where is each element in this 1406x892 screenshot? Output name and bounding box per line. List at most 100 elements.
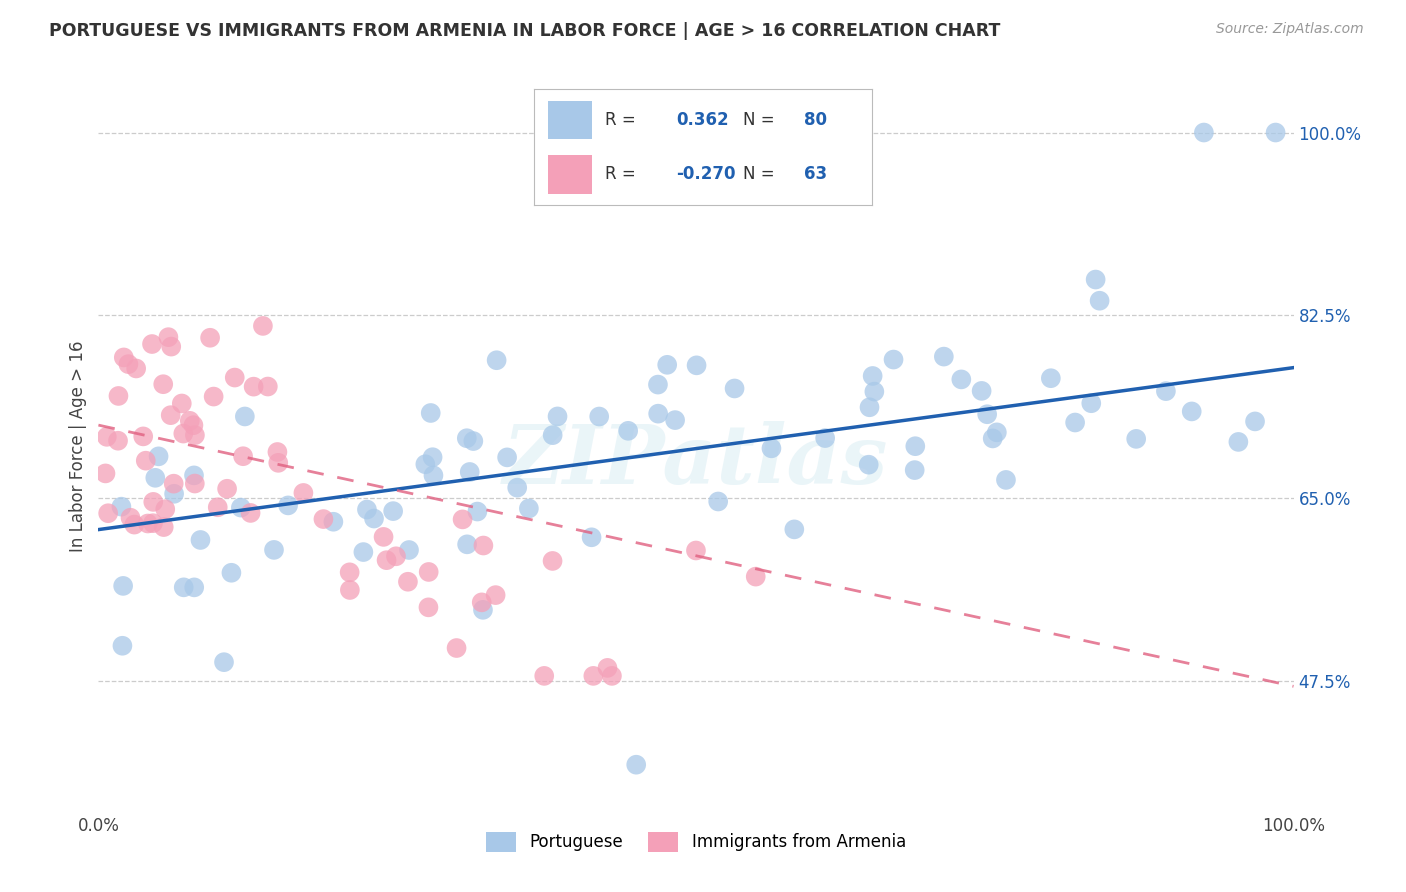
Point (232, 449, 254, 463)
Point (142, 495, 165, 509)
Point (904, 463, 927, 477)
Point (1154, 384, 1177, 398)
Text: Source: ZipAtlas.com: Source: ZipAtlas.com (1216, 22, 1364, 37)
Point (626, 757, 648, 772)
Point (183, 468, 205, 483)
Point (179, 414, 201, 428)
Point (783, 522, 806, 536)
Point (107, 434, 129, 448)
Point (1084, 272, 1107, 286)
Point (547, 409, 569, 424)
Point (1064, 416, 1087, 430)
Point (485, 588, 508, 602)
Point (485, 353, 508, 368)
Point (141, 337, 163, 351)
Point (976, 407, 998, 421)
Point (657, 358, 679, 372)
Bar (548, 101, 592, 139)
Point (207, 500, 229, 515)
Point (396, 574, 419, 589)
Point (170, 396, 193, 410)
Point (862, 368, 884, 383)
Point (382, 504, 405, 518)
Point (422, 468, 444, 483)
Point (1192, 126, 1215, 140)
Point (496, 450, 519, 465)
Point (157, 330, 180, 344)
Point (1181, 404, 1204, 418)
Point (814, 431, 837, 445)
Point (863, 384, 886, 399)
Point (970, 384, 993, 398)
Text: R =: R = (605, 111, 641, 129)
Point (533, 669, 555, 683)
Point (463, 434, 485, 448)
Bar (548, 155, 592, 194)
Point (212, 655, 235, 669)
Point (198, 331, 221, 345)
Point (617, 424, 640, 438)
Point (135, 453, 157, 467)
Point (163, 487, 186, 501)
Point (96, 430, 118, 444)
Point (142, 516, 165, 531)
Point (184, 476, 207, 491)
Point (600, 669, 623, 683)
Text: 0.362: 0.362 (676, 111, 728, 129)
Point (685, 359, 707, 373)
Point (239, 506, 262, 520)
Point (385, 549, 408, 564)
Point (373, 530, 395, 544)
Point (422, 450, 444, 465)
Point (112, 351, 135, 365)
Point (451, 512, 474, 526)
Point (541, 428, 564, 442)
Point (904, 439, 927, 453)
Point (124, 517, 146, 532)
Point (981, 432, 1004, 446)
Point (986, 425, 1008, 440)
Point (136, 516, 159, 531)
Point (97, 506, 120, 520)
Point (110, 500, 132, 514)
Point (685, 543, 707, 558)
Point (111, 639, 134, 653)
Point (932, 350, 955, 364)
Point (723, 382, 745, 396)
Point (152, 377, 174, 392)
Point (472, 539, 495, 553)
Point (352, 545, 374, 559)
Point (229, 500, 252, 515)
Text: N =: N = (744, 111, 780, 129)
Point (112, 579, 135, 593)
Point (322, 515, 344, 529)
Point (517, 501, 540, 516)
Point (745, 569, 768, 583)
Point (664, 413, 686, 427)
Point (883, 352, 905, 367)
Point (277, 499, 299, 513)
Point (152, 520, 174, 534)
Point (363, 511, 385, 525)
Text: 63: 63 (804, 165, 827, 184)
Point (292, 486, 315, 500)
Point (1244, 414, 1267, 428)
Point (120, 510, 142, 524)
Point (107, 389, 129, 403)
Point (398, 543, 420, 558)
Point (183, 418, 205, 433)
Point (242, 379, 264, 393)
Point (418, 600, 440, 615)
Point (339, 566, 361, 580)
Point (125, 361, 148, 376)
Point (647, 407, 669, 421)
Point (418, 565, 440, 579)
Point (160, 340, 183, 354)
Point (994, 473, 1017, 487)
Point (256, 379, 278, 393)
Point (1039, 371, 1062, 385)
Point (506, 481, 529, 495)
Point (581, 530, 603, 544)
Point (1264, 126, 1286, 140)
Point (456, 537, 478, 551)
